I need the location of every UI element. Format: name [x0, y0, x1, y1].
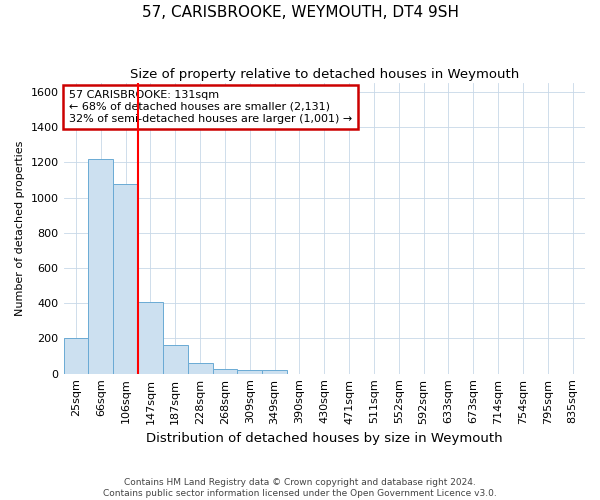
- Title: Size of property relative to detached houses in Weymouth: Size of property relative to detached ho…: [130, 68, 519, 80]
- Y-axis label: Number of detached properties: Number of detached properties: [15, 140, 25, 316]
- Bar: [262, 370, 287, 374]
- Bar: [212, 370, 238, 374]
- X-axis label: Distribution of detached houses by size in Weymouth: Distribution of detached houses by size …: [146, 432, 503, 445]
- Bar: [88, 159, 113, 374]
- Text: 57, CARISBROOKE, WEYMOUTH, DT4 9SH: 57, CARISBROOKE, WEYMOUTH, DT4 9SH: [142, 5, 458, 20]
- Bar: [188, 363, 212, 374]
- Text: 57 CARISBROOKE: 131sqm
← 68% of detached houses are smaller (2,131)
32% of semi-: 57 CARISBROOKE: 131sqm ← 68% of detached…: [69, 90, 352, 124]
- Text: Contains HM Land Registry data © Crown copyright and database right 2024.
Contai: Contains HM Land Registry data © Crown c…: [103, 478, 497, 498]
- Bar: [238, 370, 262, 374]
- Bar: [113, 184, 138, 374]
- Bar: [64, 338, 88, 374]
- Bar: [138, 302, 163, 374]
- Bar: [163, 346, 188, 374]
